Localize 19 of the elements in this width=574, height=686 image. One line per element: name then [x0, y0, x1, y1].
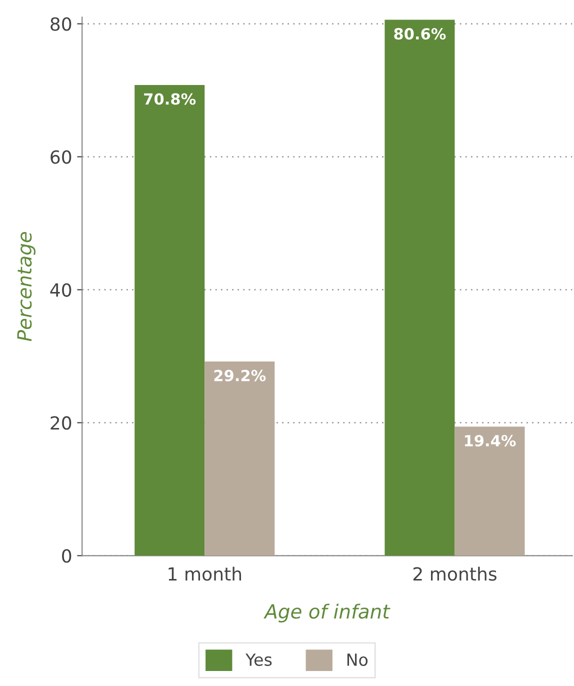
data-label: 70.8% — [144, 93, 196, 105]
x-tick-label: 1 month — [168, 566, 242, 581]
x-tick-label: 2 months — [413, 566, 496, 581]
data-label: 29.2% — [214, 370, 266, 382]
y-tick-label: 20 — [50, 416, 72, 430]
bar — [454, 426, 525, 556]
x-axis-title: Age of infant — [264, 604, 390, 623]
legend-label: Yes — [246, 654, 272, 666]
legend-label: No — [347, 654, 368, 666]
bar — [384, 20, 455, 556]
data-label: 19.4% — [464, 434, 516, 446]
bar — [204, 362, 275, 556]
data-label: 80.6% — [394, 28, 446, 40]
y-tick-label: 0 — [62, 549, 72, 563]
bar — [134, 84, 205, 556]
y-tick-label: 40 — [50, 283, 72, 297]
y-axis-title: Percentage — [17, 232, 36, 342]
y-tick-label: 60 — [50, 150, 72, 164]
y-tick-label: 80 — [50, 17, 72, 31]
